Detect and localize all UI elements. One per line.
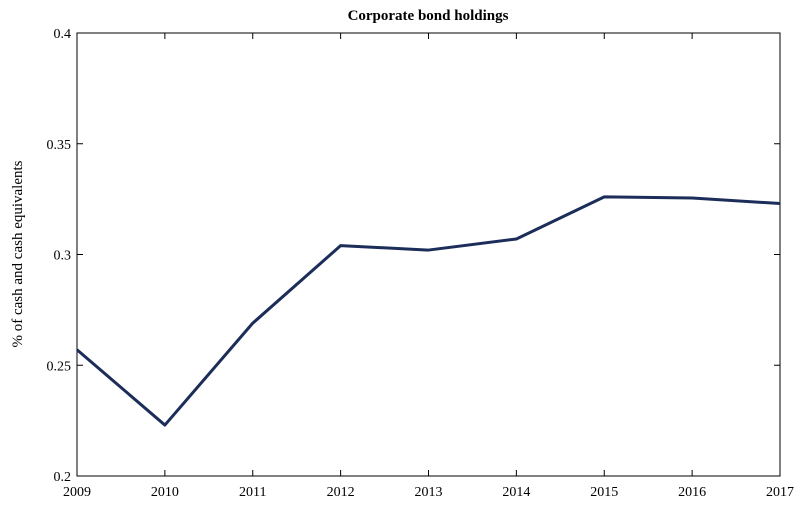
chart-title: Corporate bond holdings bbox=[348, 8, 509, 24]
y-tick-label: 0.3 bbox=[54, 249, 72, 264]
y-tick-label: 0.35 bbox=[47, 138, 72, 153]
x-tick-label: 2016 bbox=[678, 485, 706, 500]
y-tick-label: 0.2 bbox=[54, 470, 72, 485]
y-tick-label: 0.4 bbox=[54, 27, 72, 42]
x-tick-label: 2017 bbox=[766, 485, 794, 500]
x-tick-label: 2013 bbox=[415, 485, 443, 500]
x-tick-label: 2011 bbox=[239, 485, 266, 500]
plot-frame bbox=[76, 32, 781, 477]
x-tick-label: 2014 bbox=[502, 485, 530, 500]
data-line bbox=[76, 195, 781, 427]
x-tick-label: 2015 bbox=[590, 485, 618, 500]
x-tick-label: 2012 bbox=[327, 485, 355, 500]
y-axis-label: % of cash and cash equivalents bbox=[10, 160, 26, 347]
x-tick-label: 2009 bbox=[63, 485, 91, 500]
y-tick-label: 0.25 bbox=[47, 359, 72, 374]
x-tick-label: 2010 bbox=[151, 485, 179, 500]
